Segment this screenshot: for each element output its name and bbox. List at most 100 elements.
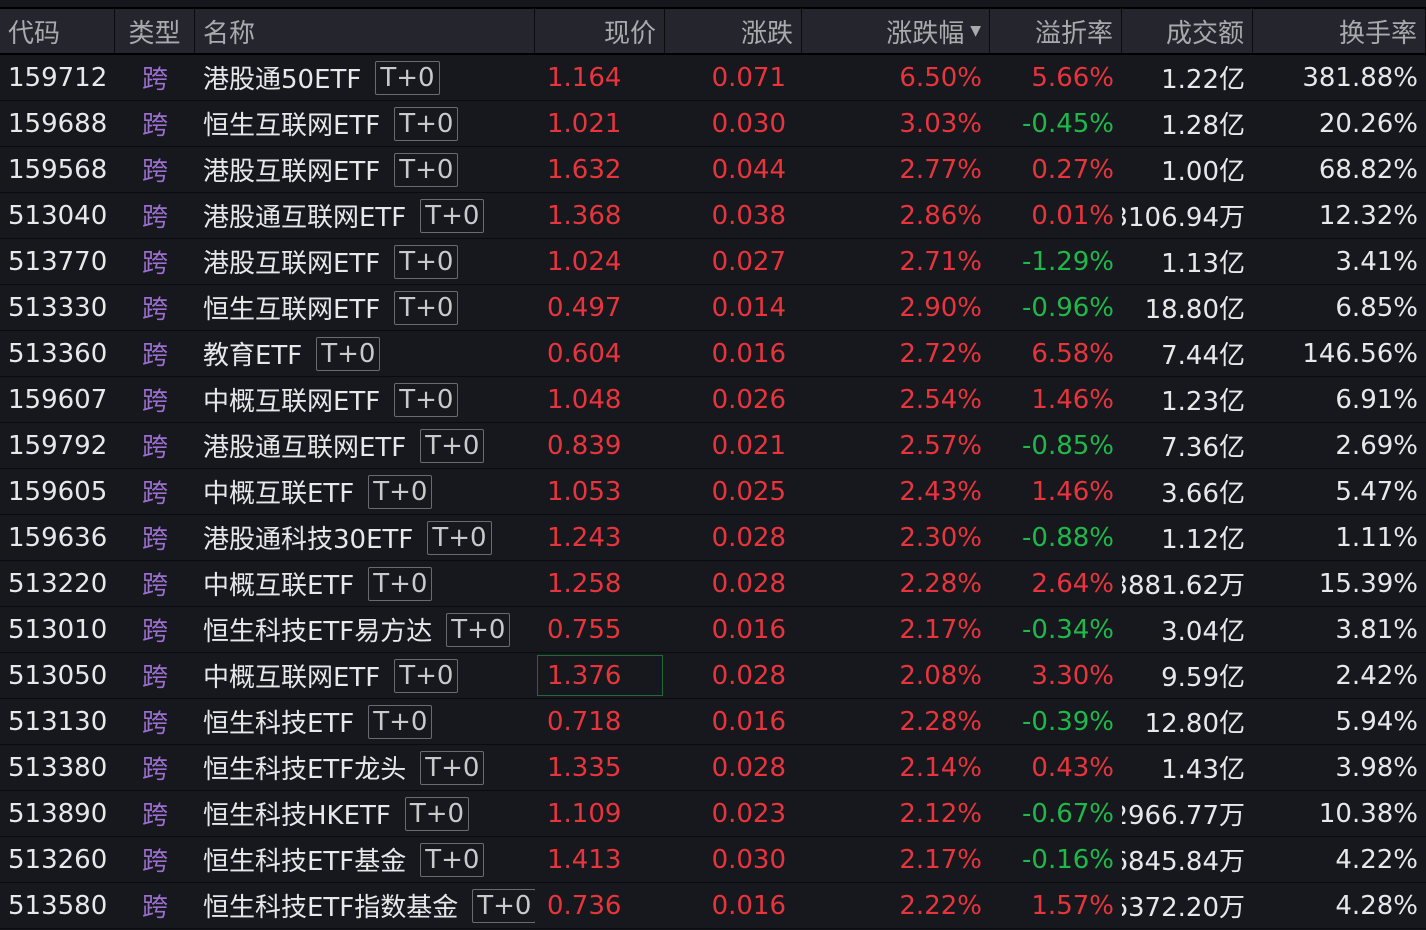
name-text: 港股通互联网ETF: [203, 433, 407, 463]
turnover-cell: 4.28%: [1335, 890, 1418, 921]
table-row[interactable]: 513050 跨 中概互联网ETF T+0 1.376 0.028 2.08% 3…: [0, 653, 1426, 699]
table-row[interactable]: 159688 跨 恒生互联网ETF T+0 1.021 0.030 3.03% -…: [0, 101, 1426, 147]
name-cell: 恒生科技ETF易方达 T+0: [195, 607, 535, 652]
pct-cell: 2.71%: [899, 246, 982, 277]
code-cell: 159688: [8, 108, 108, 139]
t0-badge: T+0: [368, 474, 433, 509]
header-premium[interactable]: 溢折率: [990, 9, 1122, 53]
name-text: 中概互联ETF: [203, 571, 355, 601]
pct-cell: 3.03%: [899, 108, 982, 139]
t0-badge: T+0: [446, 612, 511, 647]
header-name[interactable]: 名称: [195, 9, 535, 53]
premium-cell: -0.34%: [1022, 614, 1114, 645]
table-row[interactable]: 159792 跨 港股通互联网ETF T+0 0.839 0.021 2.57% …: [0, 423, 1426, 469]
amount-cell: 1.00亿: [1161, 157, 1245, 187]
change-cell: 0.026: [711, 384, 786, 415]
type-cell: 跨: [141, 571, 168, 601]
type-cell: 跨: [141, 157, 168, 187]
table-row[interactable]: 513260 跨 恒生科技ETF基金 T+0 1.413 0.030 2.17% …: [0, 837, 1426, 883]
amount-cell: 2966.77万: [1122, 801, 1245, 831]
table-row[interactable]: 513330 跨 恒生互联网ETF T+0 0.497 0.014 2.90% -…: [0, 285, 1426, 331]
type-cell: 跨: [141, 433, 168, 463]
pct-cell: 2.14%: [899, 752, 982, 783]
top-bar: [0, 0, 1426, 9]
name-cell: 恒生科技ETF龙头 T+0: [195, 745, 535, 790]
price-cell: 1.164: [547, 62, 622, 93]
amount-cell: 3881.62万: [1122, 571, 1245, 601]
premium-cell: -0.67%: [1022, 798, 1114, 829]
premium-cell: -0.88%: [1022, 522, 1114, 553]
table-row[interactable]: 159636 跨 港股通科技30ETF T+0 1.243 0.028 2.30%…: [0, 515, 1426, 561]
pct-cell: 2.90%: [899, 292, 982, 323]
table-row[interactable]: 513040 跨 港股通互联网ETF T+0 1.368 0.038 2.86% …: [0, 193, 1426, 239]
amount-cell: 1.43亿: [1161, 755, 1245, 785]
change-cell: 0.025: [711, 476, 786, 507]
table-row[interactable]: 159607 跨 中概互联网ETF T+0 1.048 0.026 2.54% 1…: [0, 377, 1426, 423]
code-cell: 513010: [8, 614, 108, 645]
table-row[interactable]: 159712 跨 港股通50ETF T+0 1.164 0.071 6.50% 5…: [0, 55, 1426, 101]
type-cell: 跨: [141, 295, 168, 325]
table-row[interactable]: 513890 跨 恒生科技HKETF T+0 1.109 0.023 2.12% …: [0, 791, 1426, 837]
table-row[interactable]: 513130 跨 恒生科技ETF T+0 0.718 0.016 2.28% -0…: [0, 699, 1426, 745]
header-pct[interactable]: 涨跌幅 ▼: [802, 9, 990, 53]
name-text: 恒生互联网ETF: [203, 111, 381, 141]
premium-cell: -0.45%: [1022, 108, 1114, 139]
premium-cell: -1.29%: [1022, 246, 1114, 277]
price-cell: 1.109: [547, 798, 622, 829]
type-cell: 跨: [141, 203, 168, 233]
change-cell: 0.016: [711, 890, 786, 921]
price-cell: 0.755: [547, 614, 622, 645]
type-cell: 跨: [141, 617, 168, 647]
table-row[interactable]: 513580 跨 恒生科技ETF指数基金 T+0 0.736 0.016 2.22…: [0, 883, 1426, 929]
table-row[interactable]: 513360 跨 教育ETF T+0 0.604 0.016 2.72% 6.58…: [0, 331, 1426, 377]
header-price[interactable]: 现价: [535, 9, 665, 53]
amount-cell: 7.44亿: [1161, 341, 1245, 371]
price-cell: 1.632: [547, 154, 622, 185]
turnover-cell: 5.94%: [1335, 706, 1418, 737]
premium-cell: 0.01%: [1031, 200, 1114, 231]
turnover-cell: 2.69%: [1335, 430, 1418, 461]
t0-badge: T+0: [394, 152, 459, 187]
change-cell: 0.028: [711, 660, 786, 691]
change-cell: 0.028: [711, 752, 786, 783]
premium-cell: 1.57%: [1031, 890, 1114, 921]
table-row[interactable]: 513770 跨 港股互联网ETF T+0 1.024 0.027 2.71% -…: [0, 239, 1426, 285]
name-cell: 中概互联网ETF T+0: [195, 377, 535, 422]
change-cell: 0.023: [711, 798, 786, 829]
premium-cell: -0.85%: [1022, 430, 1114, 461]
change-cell: 0.030: [711, 108, 786, 139]
header-amount[interactable]: 成交额: [1122, 9, 1253, 53]
table-row[interactable]: 159568 跨 港股互联网ETF T+0 1.632 0.044 2.77% 0…: [0, 147, 1426, 193]
turnover-cell: 12.32%: [1318, 200, 1418, 231]
name-text: 中概互联ETF: [203, 479, 355, 509]
premium-cell: -0.96%: [1022, 292, 1114, 323]
pct-cell: 2.12%: [899, 798, 982, 829]
table-row[interactable]: 513220 跨 中概互联ETF T+0 1.258 0.028 2.28% 2.…: [0, 561, 1426, 607]
table-row[interactable]: 513010 跨 恒生科技ETF易方达 T+0 0.755 0.016 2.17%…: [0, 607, 1426, 653]
name-cell: 港股通科技30ETF T+0: [195, 515, 535, 560]
header-turnover[interactable]: 换手率: [1253, 9, 1426, 53]
code-cell: 513770: [8, 246, 108, 277]
amount-cell: 6372.20万: [1122, 893, 1245, 923]
code-cell: 513130: [8, 706, 108, 737]
amount-cell: 3.04亿: [1161, 617, 1245, 647]
code-cell: 513360: [8, 338, 108, 369]
code-cell: 513890: [8, 798, 108, 829]
t0-badge: T+0: [375, 60, 440, 95]
name-text: 教育ETF: [203, 341, 303, 371]
t0-badge: T+0: [368, 566, 433, 601]
table-row[interactable]: 159605 跨 中概互联ETF T+0 1.053 0.025 2.43% 1.…: [0, 469, 1426, 515]
turnover-cell: 20.26%: [1318, 108, 1418, 139]
change-cell: 0.027: [711, 246, 786, 277]
pct-cell: 2.57%: [899, 430, 982, 461]
amount-cell: 1.13亿: [1161, 249, 1245, 279]
triangle-down-icon: ▼: [970, 23, 981, 39]
header-change[interactable]: 涨跌: [665, 9, 802, 53]
turnover-cell: 5.47%: [1335, 476, 1418, 507]
table-row[interactable]: 513380 跨 恒生科技ETF龙头 T+0 1.335 0.028 2.14% …: [0, 745, 1426, 791]
header-type[interactable]: 类型: [115, 9, 195, 53]
pct-cell: 2.54%: [899, 384, 982, 415]
name-text: 中概互联网ETF: [203, 663, 381, 693]
turnover-cell: 3.81%: [1335, 614, 1418, 645]
header-code[interactable]: 代码: [0, 9, 115, 53]
